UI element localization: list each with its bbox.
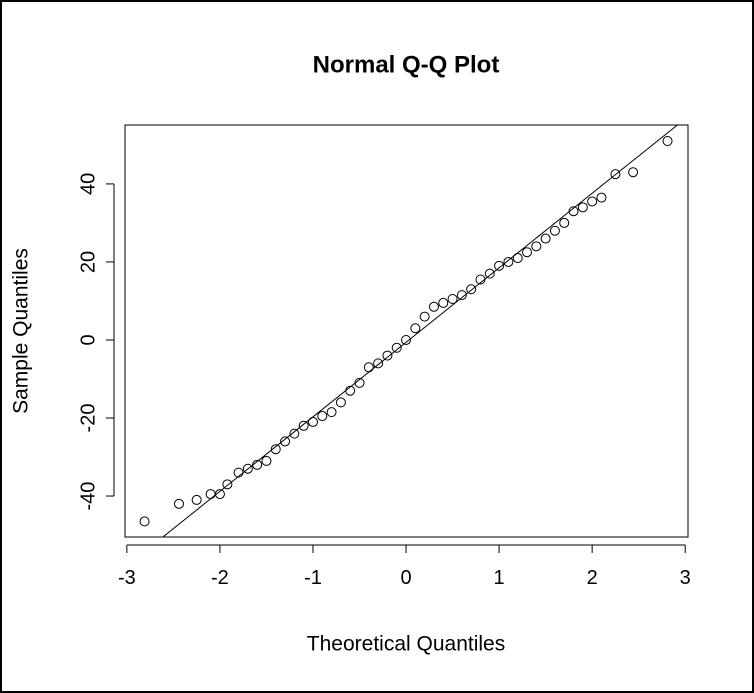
point (540, 233, 551, 244)
point (233, 467, 244, 478)
y-tick-label: 40 (77, 173, 99, 195)
point (438, 297, 449, 308)
point (610, 169, 621, 180)
point (326, 407, 337, 418)
point (270, 444, 281, 455)
point (382, 350, 393, 361)
point (531, 241, 542, 252)
point (214, 489, 225, 500)
point (289, 428, 300, 439)
point (335, 397, 346, 408)
point (410, 323, 421, 334)
point (568, 206, 579, 217)
point (242, 463, 253, 474)
point (456, 290, 467, 301)
point (662, 135, 673, 146)
point (261, 455, 272, 466)
point (191, 494, 202, 505)
point (428, 301, 439, 312)
point (512, 253, 523, 264)
point (280, 436, 291, 447)
point (475, 274, 486, 285)
point (559, 217, 570, 228)
point (317, 411, 328, 422)
point (628, 167, 639, 178)
x-tick-label: 1 (494, 567, 505, 589)
x-tick-label: 3 (680, 567, 691, 589)
x-axis-label: Theoretical Quantiles (307, 633, 505, 656)
point (139, 516, 150, 527)
point (419, 311, 430, 322)
y-tick-label: 0 (77, 334, 99, 345)
point (173, 498, 184, 509)
point (252, 459, 263, 470)
point (345, 385, 356, 396)
x-tick-label: -2 (211, 567, 229, 589)
point (298, 420, 309, 431)
x-tick-label: -3 (118, 567, 136, 589)
plot-box (124, 124, 689, 538)
point (549, 225, 560, 236)
x-tick-label: -1 (304, 567, 322, 589)
point (222, 479, 233, 490)
point (447, 294, 458, 305)
point (401, 334, 412, 345)
x-tick-label: 0 (400, 567, 411, 589)
reference-line (162, 125, 679, 537)
y-tick-label: -20 (77, 404, 99, 433)
point (391, 342, 402, 353)
point (373, 358, 384, 369)
point (596, 192, 607, 203)
point (484, 268, 495, 279)
point (363, 362, 374, 373)
chart-title: Normal Q-Q Plot (313, 51, 500, 78)
point (466, 284, 477, 295)
y-axis-label: Sample Quantiles (10, 248, 33, 414)
y-tick-label: 20 (77, 251, 99, 273)
point (307, 416, 318, 427)
point (522, 247, 533, 258)
y-tick-label: -40 (77, 482, 99, 511)
x-tick-label: 2 (587, 567, 598, 589)
point (354, 377, 365, 388)
point (577, 202, 588, 213)
point (587, 196, 598, 207)
point (503, 256, 514, 267)
point (494, 260, 505, 271)
